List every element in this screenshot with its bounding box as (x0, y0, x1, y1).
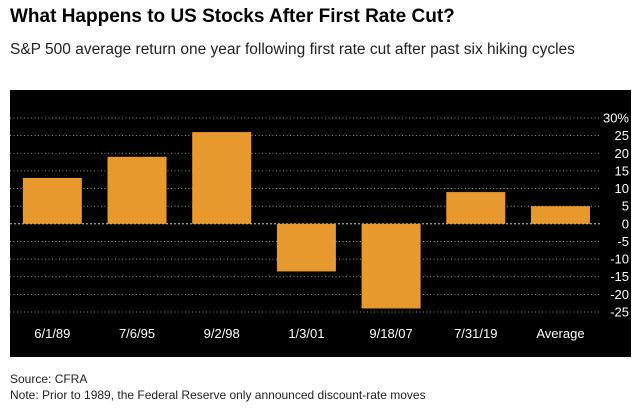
x-tick-label: 1/3/01 (288, 326, 324, 341)
y-tick-label: -15 (610, 269, 629, 284)
y-tick-label: -5 (617, 234, 629, 249)
y-tick-label: 15 (615, 163, 629, 178)
y-tick-label: 25 (615, 128, 629, 143)
y-tick-label: 30% (603, 111, 629, 126)
bars (22, 132, 590, 309)
bar-9/2/98 (192, 132, 252, 224)
bar-chart: -25 -20 -15 -10 -5 0 5 10 15 20 25 30% 6/1/89 7/6/95… (10, 111, 629, 341)
y-tick-label: -10 (610, 252, 629, 267)
x-tick-label: Average (536, 326, 584, 341)
footnote: Note: Prior to 1989, the Federal Reserve… (10, 388, 426, 402)
source-note: Source: CFRA (10, 372, 88, 386)
y-tick-label: 0 (622, 216, 629, 231)
x-axis-labels: 6/1/89 7/6/95 9/2/98 1/3/01 9/18/07 7/31/19 Av… (34, 326, 584, 341)
bar-7/31/19 (446, 192, 506, 224)
y-tick-label: 5 (622, 199, 629, 214)
chart-subtitle: S&P 500 average return one year followin… (10, 41, 575, 58)
x-tick-label: 9/2/98 (204, 326, 240, 341)
bar-Average (530, 206, 590, 224)
x-tick-label: 9/18/07 (369, 326, 412, 341)
y-tick-label: 20 (615, 146, 629, 161)
chart-title: What Happens to US Stocks After First Ra… (10, 6, 455, 27)
x-tick-label: 7/6/95 (119, 326, 155, 341)
y-tick-label: -25 (610, 305, 629, 320)
x-tick-label: 6/1/89 (34, 326, 70, 341)
y-tick-label: -20 (610, 287, 629, 302)
chart-area: -25 -20 -15 -10 -5 0 5 10 15 20 25 30% 6/1/89 7/6/95… (10, 90, 631, 357)
bar-6/1/89 (22, 177, 82, 224)
bar-7/6/95 (107, 156, 167, 224)
y-axis-ticks: -25 -20 -15 -10 -5 0 5 10 15 20 25 30% (603, 111, 629, 320)
bar-9/18/07 (361, 223, 421, 309)
x-tick-label: 7/31/19 (454, 326, 497, 341)
grid-lines (10, 117, 600, 313)
y-tick-label: 10 (615, 181, 629, 196)
bar-1/3/01 (276, 223, 336, 272)
